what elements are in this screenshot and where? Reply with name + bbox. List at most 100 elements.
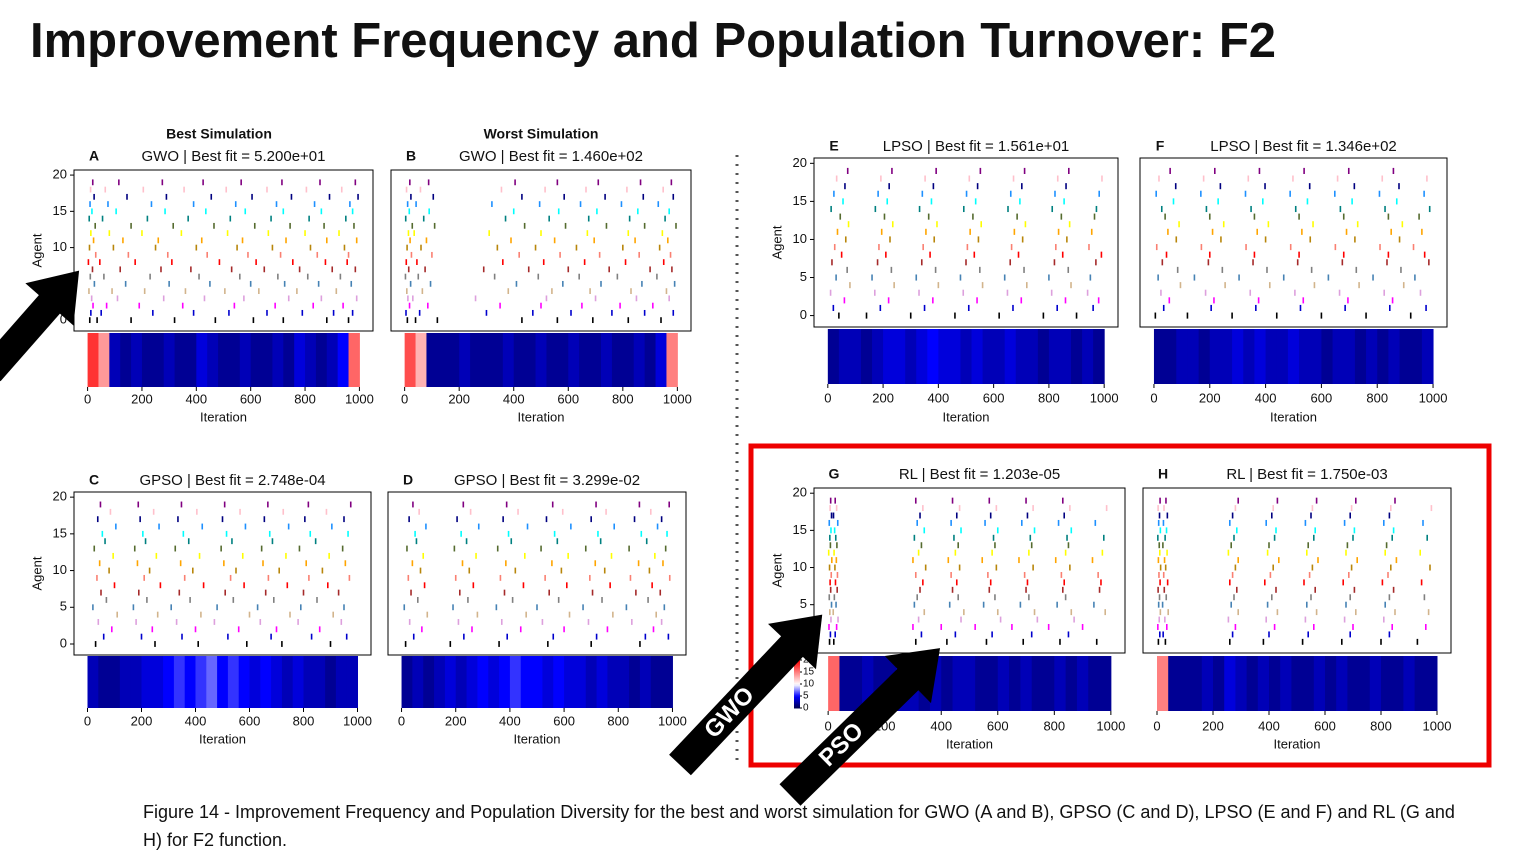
x-tick-label: 0 (824, 390, 831, 405)
diversity-cell (542, 656, 554, 708)
diversity-cell (618, 656, 630, 708)
diversity-cell (1224, 656, 1236, 711)
colorbar-cell (794, 690, 800, 693)
x-tick-label: 400 (503, 391, 525, 406)
diversity-cell (1302, 656, 1315, 711)
diversity-cell (249, 656, 261, 708)
x-axis-label: Iteration (943, 409, 990, 424)
colorbar-cell (794, 698, 800, 701)
diversity-cell (883, 329, 895, 384)
y-tick-label: 20 (793, 485, 807, 500)
colorbar-tick-label: 10 (803, 679, 815, 690)
diversity-cell (1190, 656, 1203, 711)
diversity-cell (1043, 656, 1055, 711)
diversity-cell (929, 656, 942, 711)
panel-letter: H (1158, 466, 1168, 482)
diversity-cell (348, 333, 360, 387)
diversity-cell (481, 333, 493, 387)
diversity-cell (1209, 329, 1222, 384)
diversity-cell (655, 333, 667, 387)
x-tick-label: 200 (445, 713, 467, 728)
diversity-cell (611, 333, 624, 387)
diversity-cell (1377, 329, 1389, 384)
diversity-cell (1201, 656, 1214, 711)
diversity-cell (622, 333, 635, 387)
x-tick-label: 200 (131, 713, 153, 728)
diversity-cell (404, 333, 417, 387)
diversity-cell (1321, 329, 1334, 384)
colorbar-cell (794, 670, 800, 673)
diversity-cell (1280, 656, 1292, 711)
x-axis-label: Iteration (518, 409, 565, 424)
diversity-cell (1246, 656, 1259, 711)
colorbar-cell (794, 684, 800, 687)
colorbar-cell (794, 686, 800, 689)
diversity-cell (444, 656, 457, 708)
x-tick-label: 400 (185, 713, 207, 728)
x-tick-label: 0 (1153, 718, 1160, 733)
x-axis-label: Iteration (199, 731, 246, 746)
y-tick-label: 15 (53, 525, 67, 540)
diversity-cell (1220, 329, 1233, 384)
x-tick-label: 1000 (345, 391, 374, 406)
colorbar-cell (794, 702, 800, 705)
diversity-cell (499, 656, 511, 708)
diversity-cell (1425, 656, 1438, 711)
diversity-cell (894, 329, 906, 384)
x-tick-label: 600 (987, 718, 1009, 733)
diversity-cell (997, 656, 1010, 711)
diversity-cell (1310, 329, 1322, 384)
panels: 05101520Agent02004006008001000IterationA… (29, 138, 1452, 751)
x-tick-label: 800 (1038, 390, 1060, 405)
diversity-cell (1048, 329, 1061, 384)
colorbar-cell (794, 700, 800, 703)
diversity-cell (131, 333, 143, 387)
diversity-cell (87, 333, 99, 387)
diversity-cell (325, 656, 337, 708)
panel-title: RL | Best fit = 1.750e-03 (1226, 466, 1387, 483)
diversity-cell (1176, 329, 1188, 384)
diversity-cell (1054, 656, 1067, 711)
diversity-cell (163, 333, 176, 387)
caption: Figure 14 - Improvement Frequency and Po… (143, 802, 1455, 850)
diversity-cell (227, 656, 240, 708)
diversity-cell (644, 333, 657, 387)
diversity-cell (477, 656, 489, 708)
x-tick-label: 400 (928, 390, 950, 405)
x-tick-label: 1000 (1423, 718, 1452, 733)
diversity-cell (1336, 656, 1348, 711)
diversity-cell (292, 656, 304, 708)
diversity-cell (423, 656, 435, 708)
panel-letter: C (89, 472, 99, 488)
arrow: PSO (779, 648, 941, 806)
x-tick-label: 200 (448, 391, 470, 406)
diversity-cell (601, 333, 613, 387)
x-tick-label: 1000 (663, 391, 692, 406)
diversity-cell (872, 329, 884, 384)
diversity-cell (633, 333, 646, 387)
diversity-cell (905, 329, 917, 384)
diversity-cell (271, 656, 283, 708)
colorbar-cell (794, 682, 800, 685)
x-tick-label: 600 (557, 391, 579, 406)
diversity-cell (546, 333, 558, 387)
diversity-cell (1276, 329, 1289, 384)
diversity-cell (260, 656, 272, 708)
colorbar-cell (794, 706, 800, 709)
colorbar-cell (794, 674, 800, 677)
column-header: Worst Simulation (484, 126, 599, 142)
colorbar-cell (794, 704, 800, 707)
diversity-cell (1026, 329, 1039, 384)
x-tick-label: 600 (239, 713, 261, 728)
y-tick-label: 20 (53, 489, 67, 504)
x-tick-label: 0 (825, 718, 832, 733)
diversity-cell (415, 333, 427, 387)
diversity-cell (238, 656, 250, 708)
diversity-cell (217, 656, 229, 708)
plot-area (387, 491, 687, 656)
diversity-cell (1287, 329, 1300, 384)
y-axis-label: Agent (29, 233, 44, 267)
diversity-cell (1343, 329, 1356, 384)
panel-letter: G (829, 466, 840, 482)
